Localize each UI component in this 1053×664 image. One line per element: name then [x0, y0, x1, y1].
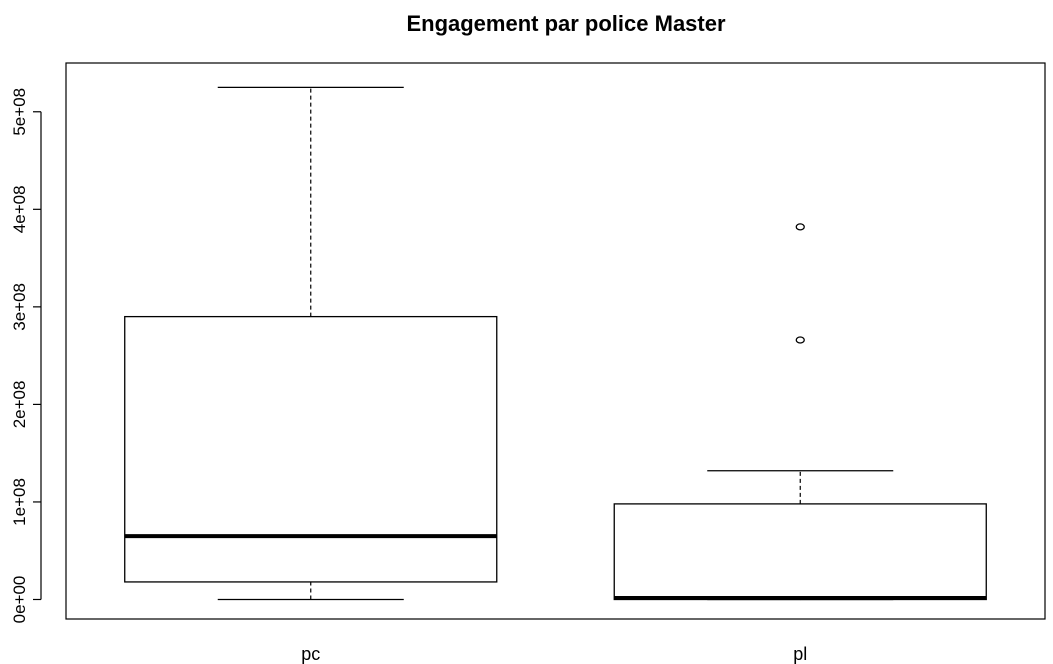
boxes [124, 86, 987, 601]
box-pl [613, 223, 987, 601]
outlier-point [795, 336, 805, 344]
y-axis: 0e+00 1e+08 2e+08 3e+08 4e+08 5e+08 [10, 88, 42, 624]
x-category-label: pc [301, 644, 320, 664]
y-tick-label: 4e+08 [10, 185, 29, 233]
y-tick-label: 5e+08 [10, 88, 29, 136]
box-body [124, 315, 498, 583]
y-tick-label: 2e+08 [10, 381, 29, 429]
box-body [613, 503, 987, 601]
chart-title: Engagement par police Master [406, 11, 726, 36]
x-category-label: pl [793, 644, 807, 664]
y-tick-label: 0e+00 [10, 576, 29, 624]
plot-frame [65, 62, 1046, 620]
y-tick-label: 3e+08 [10, 283, 29, 331]
outlier-point [795, 223, 805, 231]
y-tick-label: 1e+08 [10, 478, 29, 526]
x-axis: pc pl [301, 644, 807, 664]
box-pc [124, 86, 498, 601]
